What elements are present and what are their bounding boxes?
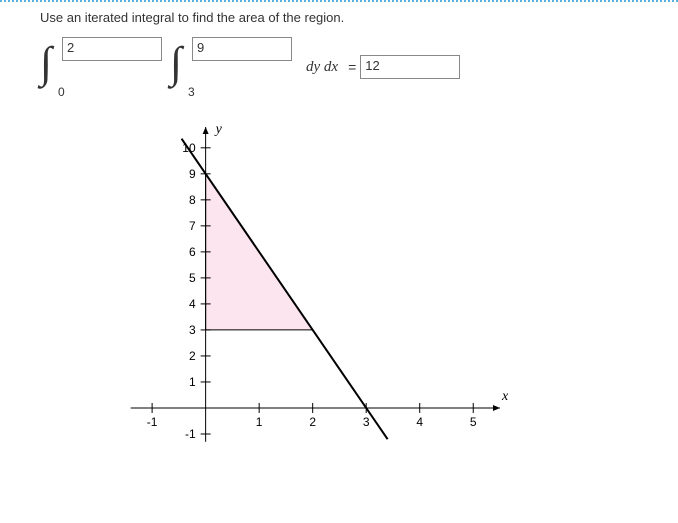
outer-integral: ∫ 2 0: [40, 37, 170, 97]
svg-text:-1: -1: [147, 415, 158, 429]
svg-text:3: 3: [189, 323, 196, 337]
svg-text:2: 2: [309, 415, 316, 429]
svg-text:9: 9: [189, 167, 196, 181]
svg-text:1: 1: [189, 375, 196, 389]
svg-text:7: 7: [189, 219, 196, 233]
region-plot: -1 1 2 3 4 5 -1 1 2 3 4 5 6 7 8 9 10 x y: [60, 117, 520, 477]
outer-lower-limit: 0: [58, 85, 65, 99]
svg-text:y: y: [214, 122, 223, 137]
svg-text:4: 4: [189, 297, 196, 311]
inner-integral: ∫ 9 3: [170, 37, 300, 97]
svg-text:6: 6: [189, 245, 196, 259]
outer-upper-limit-input[interactable]: 2: [62, 37, 162, 61]
inner-upper-limit-input[interactable]: 9: [192, 37, 292, 61]
prompt-text: Use an iterated integral to find the are…: [40, 10, 668, 25]
svg-text:1: 1: [256, 415, 263, 429]
svg-text:4: 4: [416, 415, 423, 429]
equals-sign: =: [348, 59, 356, 75]
integral-sign-icon: ∫: [40, 41, 52, 85]
svg-text:-1: -1: [185, 427, 196, 441]
integral-expression: ∫ 2 0 ∫ 9 3 dy dx = 12: [40, 37, 668, 97]
svg-text:x: x: [501, 389, 509, 404]
svg-text:5: 5: [470, 415, 477, 429]
svg-text:2: 2: [189, 349, 196, 363]
inner-lower-limit: 3: [188, 85, 195, 99]
svg-text:8: 8: [189, 193, 196, 207]
svg-text:10: 10: [182, 141, 196, 155]
integral-sign-icon: ∫: [170, 41, 182, 85]
answer-input[interactable]: 12: [360, 55, 460, 79]
svg-text:3: 3: [363, 415, 370, 429]
integrand-text: dy dx: [306, 59, 338, 76]
question-container: Use an iterated integral to find the are…: [0, 2, 678, 487]
svg-text:5: 5: [189, 271, 196, 285]
